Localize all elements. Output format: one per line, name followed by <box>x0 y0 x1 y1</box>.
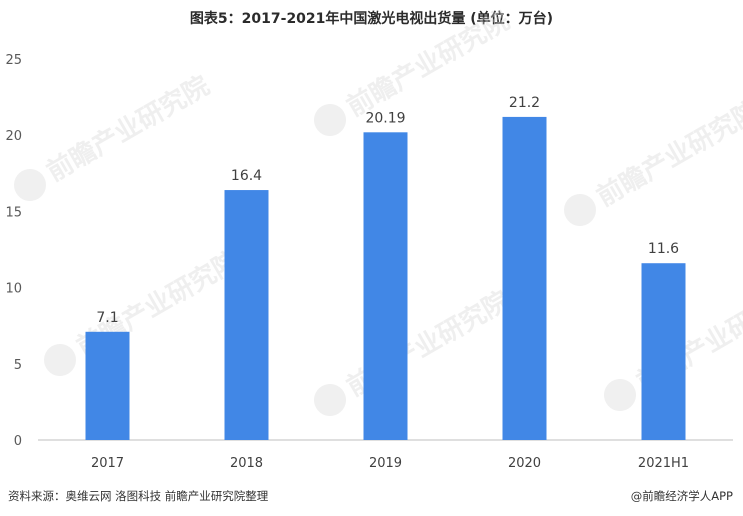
watermark: 前瞻产业研究院 <box>314 285 515 416</box>
bar-value-label: 21.2 <box>509 95 540 111</box>
y-tick-label: 0 <box>14 434 22 449</box>
labels-layer: 7.1 2017 16.4 2018 20.19 2019 21.2 2020 11.6 2021… <box>91 95 689 471</box>
watermark-text: 前瞻产业研究院 <box>342 5 515 123</box>
credit-note: @前瞻经济学人APP <box>630 489 733 503</box>
bar-value-label: 11.6 <box>648 241 679 257</box>
source-note: 资料来源：奥维云网 洛图科技 前瞻产业研究院整理 <box>8 489 269 503</box>
y-tick-label: 20 <box>5 129 22 144</box>
y-tick-label: 25 <box>5 53 22 68</box>
bar <box>363 132 408 441</box>
watermark: 前瞻产业研究院 <box>44 245 245 376</box>
bar-value-label: 16.4 <box>231 168 262 184</box>
x-tick-label: 2020 <box>508 456 541 471</box>
watermark-logo-icon <box>314 384 346 416</box>
watermark-text: 前瞻产业研究院 <box>592 95 743 213</box>
bar <box>502 116 547 441</box>
y-tick-label: 10 <box>5 282 22 297</box>
watermark-text: 前瞻产业研究院 <box>42 70 215 188</box>
watermark-logo-icon <box>44 344 76 376</box>
watermark-logo-icon <box>314 104 346 136</box>
bar <box>85 331 130 440</box>
bars-layer <box>85 116 686 441</box>
bar-value-label: 7.1 <box>96 310 118 326</box>
watermark: 前瞻产业研究院 <box>14 70 215 201</box>
watermark-logo-icon <box>564 194 596 226</box>
bar <box>641 263 686 440</box>
watermark: 前瞻产业研究院 <box>314 5 515 136</box>
bar-value-label: 20.19 <box>365 110 405 126</box>
y-tick-label: 15 <box>5 205 22 220</box>
x-tick-label: 2021H1 <box>638 456 689 471</box>
y-tick-label: 5 <box>14 358 22 373</box>
x-tick-label: 2018 <box>230 456 263 471</box>
watermark-logo-icon <box>604 379 636 411</box>
watermark: 前瞻产业研究院 <box>564 95 743 226</box>
watermark-logo-icon <box>14 169 46 201</box>
bar <box>224 190 269 440</box>
x-tick-label: 2017 <box>91 456 124 471</box>
chart-title: 图表5：2017-2021年中国激光电视出货量 (单位：万台) <box>189 11 554 27</box>
x-tick-label: 2019 <box>369 456 402 471</box>
